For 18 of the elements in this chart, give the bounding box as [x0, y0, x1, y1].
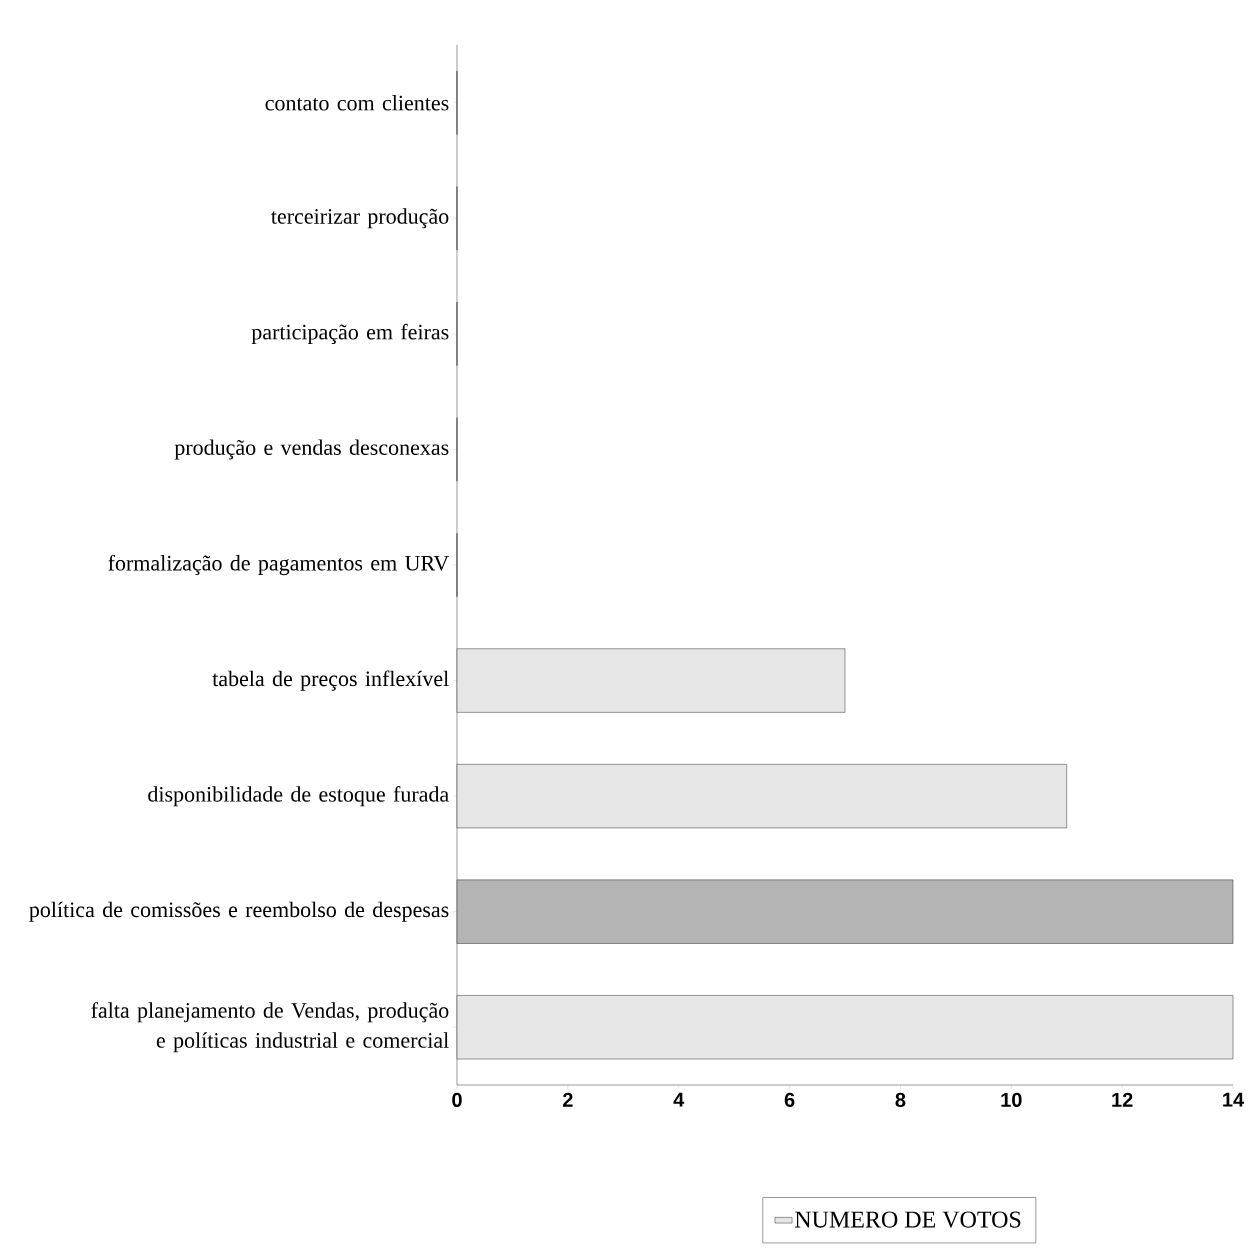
x-tick-label: 8: [895, 1092, 906, 1107]
y-tick-label: política de comissões e reembolso de despesas: [29, 901, 449, 922]
x-tick-label: 12: [1112, 1092, 1133, 1107]
y-tick-label: falta planejamento de Vendas, produção e políticas industrial e comercial: [91, 1002, 449, 1053]
x-tick-label: 0: [452, 1092, 462, 1107]
y-tick-label: tabela de preços inflexível: [212, 670, 449, 691]
y-tick-label: disponibilidade de estoque furada: [148, 786, 449, 807]
x-tick-label: 2: [562, 1092, 573, 1107]
x-tick-label: 14: [1223, 1092, 1245, 1107]
y-tick-label: terceirizar produção: [271, 208, 449, 229]
x-tick-label: 6: [784, 1092, 795, 1107]
y-tick-label: contato com clientes: [265, 95, 449, 111]
legend-label: NUMERO DE VOTOS: [794, 1211, 1021, 1228]
x-tick-label: 4: [673, 1092, 685, 1107]
x-tick-label: 10: [1001, 1092, 1022, 1107]
y-tick-label: formalização de pagamentos em URV: [108, 554, 450, 576]
y-tick-label: participação em feiras: [251, 323, 449, 344]
y-tick-label: produção e vendas desconexas: [174, 439, 449, 460]
